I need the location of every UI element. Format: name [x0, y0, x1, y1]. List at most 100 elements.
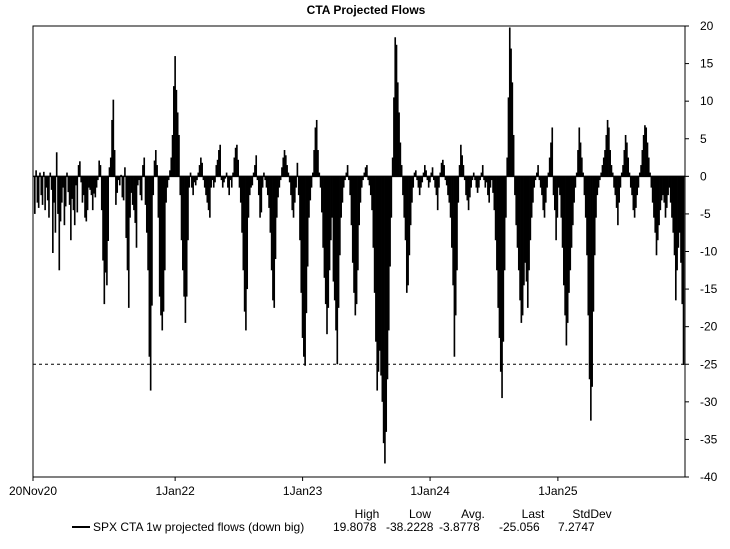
bar: [434, 176, 436, 188]
bar: [106, 176, 108, 286]
bar: [294, 176, 296, 203]
bar: [197, 172, 200, 177]
bar: [456, 176, 458, 271]
y-tick-label: -20: [700, 320, 718, 334]
bar: [514, 176, 516, 196]
bar: [389, 176, 391, 267]
stat-value: -25.056: [499, 520, 540, 534]
bar: [308, 176, 310, 218]
bar: [109, 157, 112, 177]
y-tick-label: 20: [700, 19, 714, 33]
bar: [206, 176, 209, 203]
bar: [207, 176, 210, 211]
bar: [315, 119, 318, 177]
bar: [376, 176, 379, 391]
bar: [221, 176, 224, 188]
bar: [597, 176, 600, 188]
bar: [348, 176, 350, 181]
bar: [650, 176, 653, 188]
bar: [418, 176, 421, 196]
bar: [359, 176, 362, 203]
bar: [138, 176, 140, 181]
bar: [257, 176, 260, 196]
bar: [242, 176, 245, 271]
bar: [380, 176, 382, 376]
x-tick-label: 1Jan22: [155, 484, 195, 498]
bar: [476, 176, 479, 193]
bar: [81, 176, 84, 203]
bar: [333, 176, 336, 301]
bar: [287, 172, 290, 177]
bar: [672, 176, 675, 233]
y-tick-label: -10: [700, 245, 718, 259]
bar: [667, 176, 669, 196]
bar: [604, 150, 606, 177]
y-axis: 20 15 10 5 0 -5 -10 -15 -20 -25 -30 -35 -40: [685, 19, 718, 484]
bar: [261, 176, 264, 188]
bar: [256, 176, 259, 181]
bar: [274, 176, 277, 260]
bar: [606, 119, 609, 177]
bar: [658, 176, 660, 226]
bar: [107, 176, 110, 241]
bar: [470, 176, 472, 188]
bar: [255, 155, 258, 177]
bar: [394, 37, 397, 177]
bar: [425, 170, 427, 177]
bar: [465, 176, 467, 196]
bar: [584, 176, 587, 218]
y-tick-label: -40: [700, 470, 718, 484]
bar: [39, 172, 41, 177]
bar: [524, 176, 527, 263]
bar: [270, 176, 273, 271]
bar: [506, 157, 509, 177]
bar: [201, 162, 203, 177]
bar: [136, 176, 139, 186]
bar: [179, 176, 182, 196]
bar: [528, 176, 530, 271]
bar: [66, 172, 68, 177]
stat-value: 7.2747: [558, 520, 595, 534]
x-axis: 20Nov20 1Jan22 1Jan23 1Jan24 1Jan25: [9, 477, 578, 498]
bar: [247, 176, 250, 218]
bar: [149, 176, 152, 391]
bar: [64, 176, 67, 207]
bar: [212, 176, 215, 188]
bar: [492, 176, 494, 193]
bar: [362, 176, 364, 181]
bar: [398, 112, 400, 177]
bar: [669, 176, 672, 203]
bar: [583, 176, 586, 196]
bar: [127, 176, 130, 308]
bar: [572, 176, 574, 226]
bar: [164, 176, 166, 271]
bar: [461, 155, 463, 177]
bar: [72, 176, 75, 211]
bar: [273, 176, 276, 308]
bar: [59, 176, 62, 222]
bar: [592, 176, 595, 312]
bar: [281, 167, 283, 177]
bar: [248, 176, 251, 196]
bar: [139, 176, 142, 196]
bar: [512, 134, 515, 177]
bar: [372, 176, 375, 248]
bar: [430, 172, 433, 177]
bar: [340, 176, 342, 218]
bar: [384, 176, 386, 464]
bar: [153, 160, 156, 177]
bar: [530, 176, 533, 218]
bar: [439, 172, 442, 177]
bar: [534, 176, 537, 181]
bar: [129, 176, 131, 218]
bar: [541, 176, 543, 196]
bar: [351, 176, 354, 263]
bar: [395, 44, 398, 177]
bar: [532, 176, 534, 203]
bar: [409, 176, 412, 226]
bar: [328, 176, 331, 271]
bar: [523, 176, 525, 286]
y-tick-label: -5: [700, 207, 711, 221]
bar: [291, 176, 294, 211]
bar: [50, 176, 53, 190]
